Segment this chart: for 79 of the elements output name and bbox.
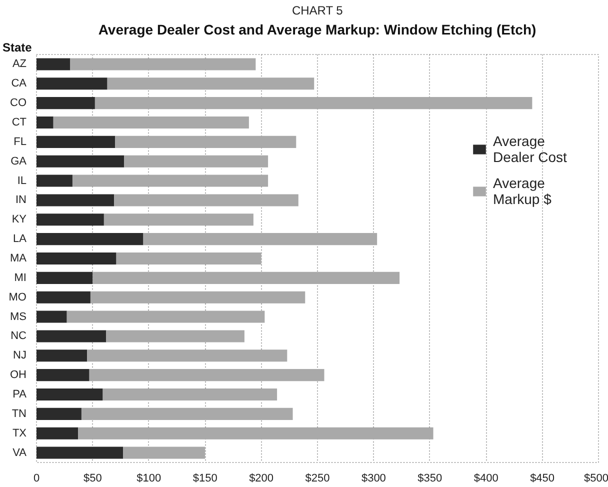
bar	[102, 388, 278, 401]
y-tick-label: NC	[10, 330, 27, 342]
legend-label: Average Markup $	[493, 175, 552, 207]
bar	[36, 194, 114, 206]
y-tick-label: VA	[12, 446, 28, 459]
bar	[92, 272, 400, 284]
y-tick-label: IN	[16, 194, 27, 206]
y-tick-label: FL	[14, 136, 27, 148]
bar	[36, 136, 116, 148]
bar	[36, 350, 88, 362]
y-tick-label: CT	[12, 116, 27, 128]
bar	[36, 388, 103, 401]
bar	[123, 446, 206, 459]
bar	[36, 408, 82, 420]
y-tick-label: GA	[10, 155, 28, 168]
y-tick-label: MI	[14, 272, 27, 284]
x-tick-label: $100	[136, 472, 162, 484]
x-tick-label: $200	[249, 472, 274, 484]
bar	[90, 291, 306, 304]
y-tick-label: NJ	[13, 350, 27, 362]
bar	[81, 408, 293, 420]
y-tick-label: PA	[12, 388, 28, 400]
bar	[94, 97, 532, 110]
bar	[106, 330, 244, 342]
bar	[36, 252, 116, 265]
x-tick-label: 0	[33, 472, 40, 484]
bar	[89, 369, 324, 382]
bar	[36, 155, 124, 168]
y-tick-label: CA	[11, 78, 28, 90]
bar	[115, 136, 296, 148]
x-tick-label: $150	[192, 472, 218, 484]
chart-subtitle: Average Dealer Cost and Average Markup: Window Etching (Etch)	[98, 22, 536, 38]
bar	[36, 116, 54, 129]
bar	[36, 330, 106, 342]
chart-title: CHART 5	[292, 4, 344, 18]
bar	[114, 194, 298, 206]
bar	[104, 214, 254, 226]
y-tick-label: LA	[13, 233, 28, 246]
bar	[36, 214, 104, 226]
bar	[72, 174, 268, 187]
bar	[36, 310, 67, 323]
bar	[87, 350, 288, 362]
x-tick-label: $350	[418, 472, 442, 484]
bar	[36, 97, 95, 110]
bar	[70, 58, 256, 70]
bar	[36, 291, 90, 304]
x-tick-label: $250	[305, 472, 330, 484]
y-tick-label: MS	[10, 310, 26, 323]
bar	[143, 233, 378, 246]
bar	[36, 233, 144, 246]
x-tick-label: $500	[584, 472, 608, 484]
bar	[36, 58, 70, 70]
bar	[78, 427, 434, 440]
bar	[36, 446, 124, 459]
y-tick-label: OH	[10, 369, 27, 382]
bar	[36, 174, 72, 187]
y-tick-label: AZ	[12, 58, 27, 70]
y-tick-label: MO	[8, 291, 27, 304]
legend-label: Average Dealer Cost	[493, 133, 567, 165]
x-tick-label: $50	[84, 472, 102, 484]
bar	[116, 252, 262, 265]
y-tick-label: CO	[10, 97, 27, 110]
x-tick-label: $400	[474, 472, 498, 484]
x-tick-label: $300	[361, 472, 386, 484]
bar	[36, 272, 93, 284]
bar	[107, 78, 314, 90]
y-tick-label: IL	[17, 174, 27, 187]
bar	[66, 310, 265, 323]
bar	[36, 427, 78, 440]
bar	[53, 116, 249, 129]
y-tick-label: MA	[10, 252, 28, 264]
y-tick-label: TX	[12, 427, 28, 440]
bar	[124, 155, 268, 168]
x-tick-label: $450	[530, 472, 555, 484]
y-axis-title: State	[2, 40, 32, 54]
bar	[36, 78, 108, 90]
y-tick-label: TN	[12, 408, 27, 420]
bar	[36, 369, 90, 382]
y-tick-label: KY	[12, 214, 28, 226]
